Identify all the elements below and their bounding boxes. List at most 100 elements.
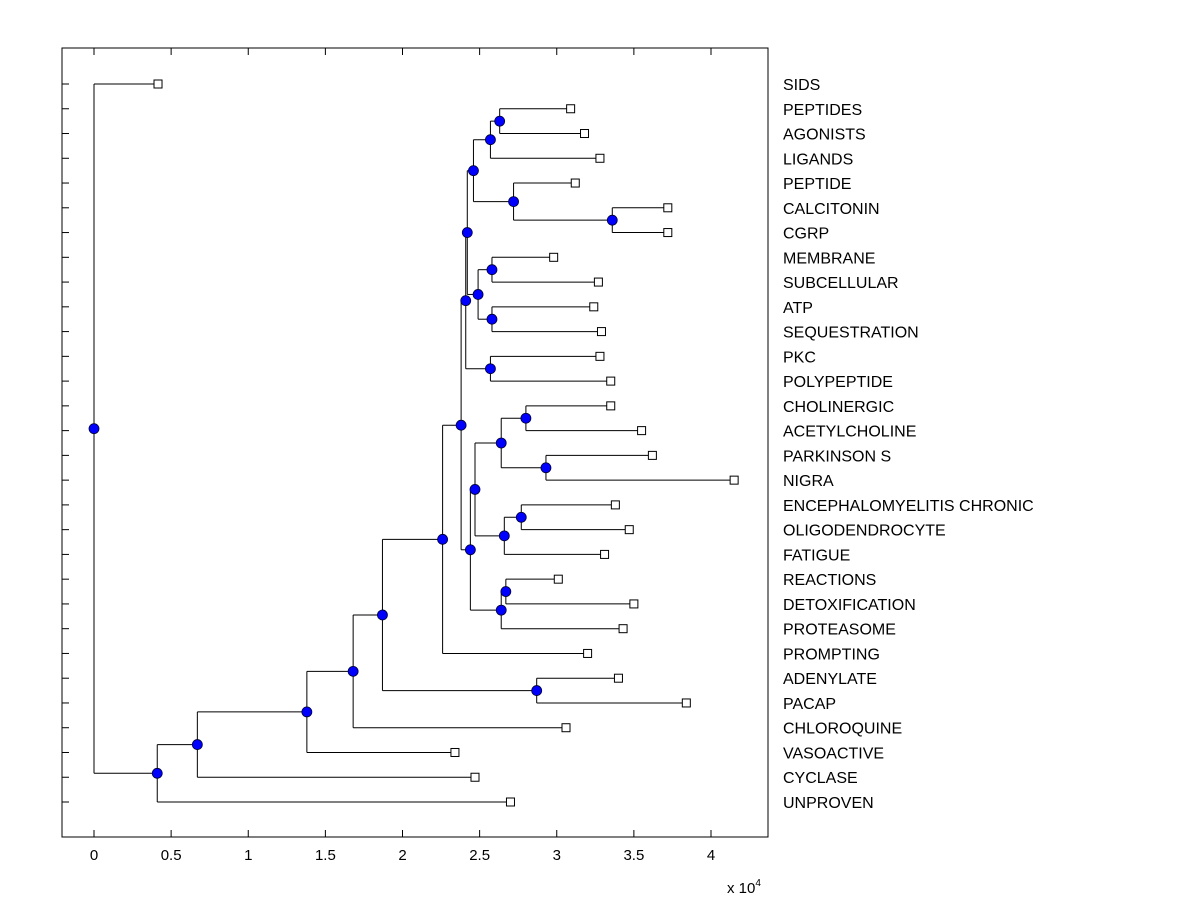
internal-node [191,739,203,750]
leaf-marker [681,698,691,708]
leaf-label: PACAP [783,696,836,713]
internal-node [88,423,100,435]
internal-node [469,484,481,495]
leaf-marker [470,772,480,782]
leaf-label: ATP [783,300,813,317]
leaf-label: CHLOROQUINE [783,721,902,738]
internal-node [495,437,507,449]
internal-node [460,295,472,307]
internal-node [500,586,512,597]
x-multiplier-exponent: 4 [755,878,761,889]
leaf-label: SEQUESTRATION [783,325,919,342]
internal-node [377,609,388,621]
leaf-label: ADENYLATE [783,671,877,688]
leaf-marker [663,203,673,213]
x-tick-label: 1 [244,847,252,864]
leaf-label: REACTIONS [783,572,876,589]
leaf-label: OLIGODENDROCYTE [783,523,946,540]
x-multiplier-base: x 10 [727,880,755,897]
leaf-marker [629,599,639,609]
x-tick-label: 3.5 [623,847,644,864]
leaf-marker [505,797,515,807]
internal-node [486,264,498,276]
internal-node [485,134,496,146]
internal-node [486,313,498,325]
internal-node [464,544,476,556]
leaf-marker [570,178,580,188]
internal-node [485,363,496,375]
leaf-label: PROMPTING [783,646,880,663]
x-tick-label: 1.5 [315,847,336,864]
leaf-label: CYCLASE [783,770,858,787]
leaf-marker [553,574,563,584]
leaf-marker [647,450,657,460]
leaf-marker [606,376,616,386]
leaf-marker [593,277,603,287]
leaf-label: PKC [783,349,816,366]
leaf-label: AGONISTS [783,127,866,144]
leaf-label: CHOLINERGIC [783,399,894,416]
internal-node [472,289,484,300]
leaf-label: LIGANDS [783,151,853,168]
leaf-marker [561,723,571,733]
leaf-marker [153,79,163,89]
leaf-marker [729,475,739,485]
internal-node [301,706,313,718]
leaf-marker [606,401,616,411]
internal-node [531,685,543,696]
internal-node [498,530,510,542]
leaf-label: MEMBRANE [783,250,875,267]
internal-node [468,165,479,177]
internal-node [606,214,618,226]
x-tick-label: 0 [90,847,98,864]
leaf-label: SUBCELLULAR [783,275,899,292]
leaf-label: VASOACTIVE [783,745,884,762]
internal-node [495,604,507,616]
leaf-marker [613,673,623,683]
leaf-marker [595,153,605,163]
internal-node [515,511,527,523]
internal-node [508,196,519,208]
y-ticks [62,83,69,803]
leaf-marker [583,648,593,658]
leaf-label: POLYPEPTIDE [783,374,893,391]
internal-node [520,412,532,424]
internal-node [540,462,552,474]
leaf-marker [580,129,590,139]
leaf-label: ACETYLCHOLINE [783,424,916,441]
internal-node [494,115,506,127]
leaf-marker [596,327,606,337]
leaf-marker [566,104,576,114]
x-tick-label: 2 [398,847,406,864]
leaf-labels: SIDS PEPTIDES AGONISTS LIGANDS PEPTIDE CALCIT… [783,77,1034,812]
plot-area [61,47,769,838]
leaf-marker [663,228,673,238]
x-tick-label: 3 [553,847,561,864]
leaf-label: PEPTIDE [783,176,851,193]
x-multiplier-label: x 104 [727,878,761,897]
leaf-label: NIGRA [783,473,834,490]
leaf-label: CALCITONIN [783,201,880,218]
leaf-label: FATIGUE [783,547,850,564]
leaf-label: CGRP [783,226,829,243]
leaf-marker [618,624,628,634]
internal-nodes [88,115,618,779]
leaf-marker [450,747,460,757]
leaf-marker [589,302,599,312]
x-tick-label: 0.5 [161,847,182,864]
leaf-label: PROTEASOME [783,622,896,639]
leaf-marker [610,500,620,510]
leaf-label: UNPROVEN [783,795,874,812]
internal-node [347,665,359,677]
internal-node [461,227,473,238]
leaf-label: PEPTIDES [783,102,862,119]
leaf-label: PARKINSON S [783,448,891,465]
leaf-label: SIDS [783,77,820,94]
x-tick-label: 4 [707,847,715,864]
internal-node [437,533,449,545]
leaf-marker [549,252,559,262]
leaf-marker [637,426,647,436]
x-axis: 0 0.5 1 1.5 2 2.5 3 3.5 4 [90,48,715,864]
leaf-marker [600,549,610,559]
